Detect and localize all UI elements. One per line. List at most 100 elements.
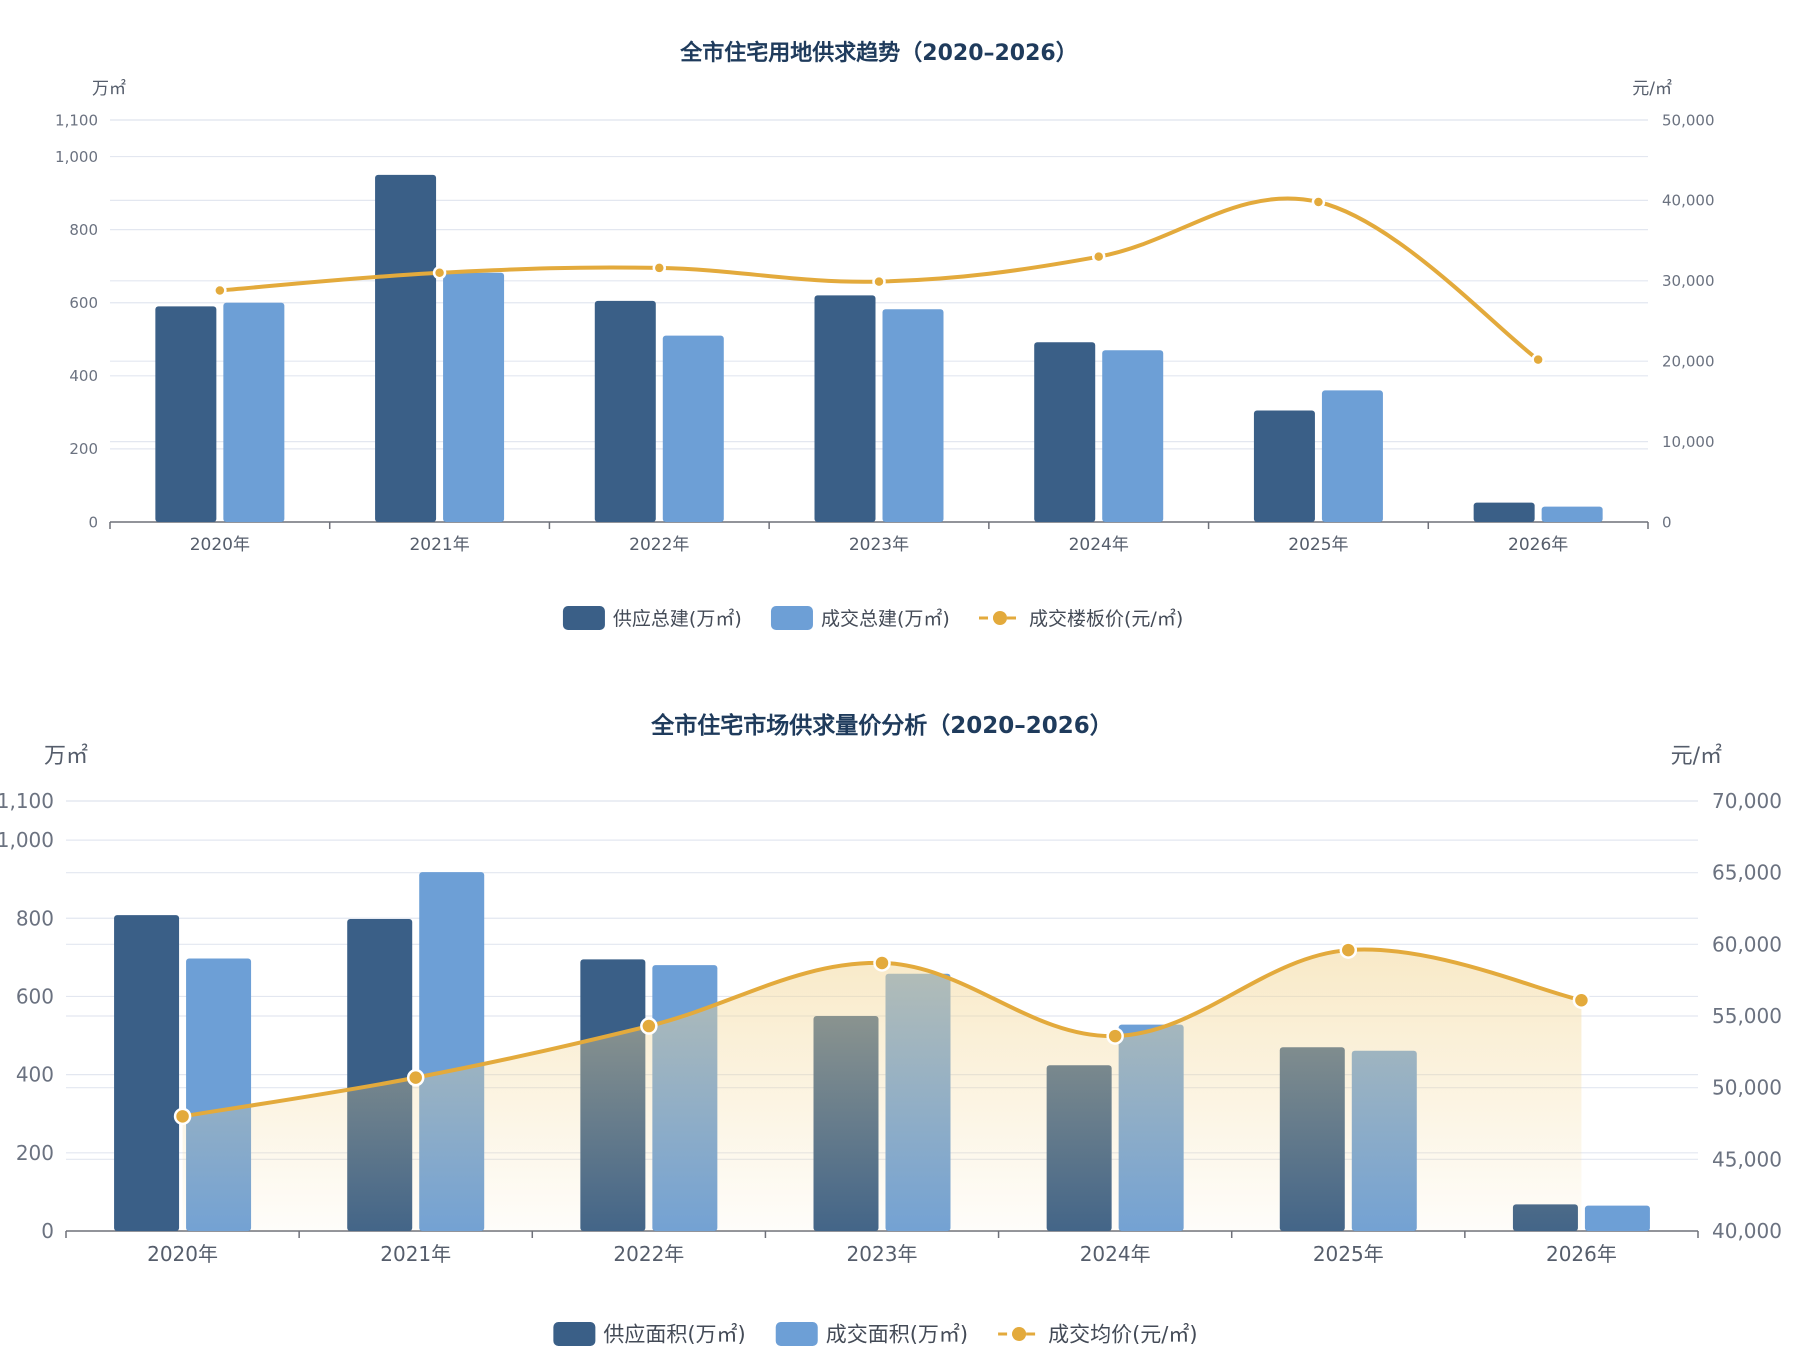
c2-x-tick-label: 2026年 xyxy=(1546,1242,1617,1266)
c1-legend-label-0: 供应总建(万㎡) xyxy=(613,607,742,630)
c2-legend-item-1[interactable]: 成交面积(万㎡) xyxy=(775,1322,968,1347)
c2-y-right-tick: 50,000 xyxy=(1712,1076,1782,1100)
c2-legend-item-0[interactable]: 供应面积(万㎡) xyxy=(553,1322,746,1347)
c2-legend-swatch-0 xyxy=(553,1322,596,1346)
c2-bar-deal-6 xyxy=(1584,1205,1650,1231)
c1-legend-swatch-0 xyxy=(562,606,605,630)
c1-y-right-tick: 0 xyxy=(1662,513,1672,531)
c1-y-left-tick: 0 xyxy=(88,513,98,531)
c1-legend-item-2[interactable]: 成交楼板价(元/㎡) xyxy=(979,607,1183,630)
c1-y-right-tick: 10,000 xyxy=(1662,433,1715,451)
c2-price-point-1 xyxy=(406,1068,425,1087)
c1-y-right-tick: 30,000 xyxy=(1662,272,1715,290)
c1-bar-supply-3 xyxy=(814,295,876,522)
c1-legend-label-2: 成交楼板价(元/㎡) xyxy=(1029,607,1183,630)
c1-x-tick-label: 2020年 xyxy=(190,535,250,555)
c1-price-point-2 xyxy=(652,261,667,275)
c1-legend-item-1[interactable]: 成交总建(万㎡) xyxy=(770,606,950,630)
c2-x-tick-label: 2023年 xyxy=(847,1242,918,1266)
c1-bar-supply-2 xyxy=(594,300,656,522)
c1-bar-deal-0 xyxy=(223,302,285,522)
c1-price-point-1 xyxy=(432,266,447,280)
c1-y-left-tick: 400 xyxy=(69,367,98,385)
c1-x-tick-label: 2026年 xyxy=(1508,535,1568,555)
c2-legend-label-0: 供应面积(万㎡) xyxy=(603,1323,745,1347)
c2-y-right-tick: 60,000 xyxy=(1712,932,1782,956)
c1-x-tick-label: 2021年 xyxy=(409,535,469,555)
c1-bar-deal-6 xyxy=(1541,506,1603,522)
c1-bar-supply-0 xyxy=(155,306,217,522)
c2-price-point-3 xyxy=(873,954,891,972)
c2-y-right-tick: 55,000 xyxy=(1712,1004,1782,1028)
c2-price-point-6 xyxy=(1572,991,1591,1009)
c1-title: 全市住宅用地供求趋势（2020–2026） xyxy=(679,40,1077,66)
chart-2-svg: 全市住宅市场供求量价分析（2020–2026） 万㎡ 元/㎡ 0 200 400 600 80… xyxy=(0,712,1782,1347)
c1-legend-swatch-1 xyxy=(770,606,813,630)
c2-y-left-tick: 1,100 xyxy=(0,789,54,813)
c1-price-point-0 xyxy=(213,283,227,298)
c2-legend-item-2[interactable]: 成交均价(元/㎡) xyxy=(998,1323,1198,1347)
c1-price-point-3 xyxy=(872,274,886,289)
c2-price-point-0 xyxy=(173,1107,192,1126)
c2-y-left-tick: 0 xyxy=(41,1219,54,1243)
c2-price-point-5 xyxy=(1339,941,1358,959)
c1-x-tick-label: 2023年 xyxy=(849,535,909,555)
c1-price-point-6 xyxy=(1531,352,1545,367)
c1-y-right-tick: 40,000 xyxy=(1662,192,1715,210)
c1-legend-label-1: 成交总建(万㎡) xyxy=(821,607,950,630)
c2-y-right-tick: 70,000 xyxy=(1712,789,1782,813)
c2-y-right-tick: 40,000 xyxy=(1712,1219,1782,1243)
c2-price-point-4 xyxy=(1106,1027,1124,1045)
c2-x-tick-label: 2021年 xyxy=(380,1242,451,1266)
c2-y-left-unit: 万㎡ xyxy=(44,743,88,769)
c2-y-left-tick: 200 xyxy=(16,1141,54,1165)
c2-x-tick-label: 2020年 xyxy=(147,1242,218,1266)
c1-bar-supply-5 xyxy=(1253,410,1315,522)
c2-y-right-tick: 65,000 xyxy=(1712,861,1782,885)
c2-y-right-tick: 45,000 xyxy=(1712,1147,1782,1171)
c2-price-point-2 xyxy=(640,1017,658,1035)
c1-legend-dot-swatch xyxy=(993,611,1008,625)
c1-x-tick-label: 2024年 xyxy=(1069,535,1129,555)
c1-bar-deal-5 xyxy=(1321,390,1383,522)
c1-bar-supply-4 xyxy=(1034,342,1096,522)
c1-y-left-tick: 1,100 xyxy=(55,111,98,129)
c1-bar-deal-1 xyxy=(443,272,505,522)
c1-legend-item-0[interactable]: 供应总建(万㎡) xyxy=(562,606,742,630)
c1-y-left-tick: 600 xyxy=(69,294,98,312)
chart-land-supply-demand: 全市住宅用地供求趋势（2020–2026） 万㎡ 元/㎡ 0 200 400 600 800 1… xyxy=(0,0,1812,680)
c1-price-point-4 xyxy=(1091,249,1106,264)
c2-legend-label-1: 成交面积(万㎡) xyxy=(826,1323,968,1347)
c2-legend-label-2: 成交均价(元/㎡) xyxy=(1048,1323,1197,1347)
c1-y-left-tick: 200 xyxy=(69,440,98,458)
c2-y-left-tick: 400 xyxy=(16,1063,54,1087)
c1-x-tick-label: 2025年 xyxy=(1288,535,1348,555)
c1-bar-supply-1 xyxy=(375,174,437,522)
c2-price-area xyxy=(182,949,1582,1231)
c2-x-tick-label: 2025年 xyxy=(1313,1242,1384,1266)
c1-y-left-unit: 万㎡ xyxy=(92,79,126,99)
c2-x-tick-label: 2024年 xyxy=(1080,1242,1151,1266)
chart-1-svg: 全市住宅用地供求趋势（2020–2026） 万㎡ 元/㎡ 0 200 400 600 800 1… xyxy=(55,40,1715,630)
c2-legend-dot-swatch xyxy=(1012,1327,1027,1341)
c2-y-right-unit: 元/㎡ xyxy=(1671,743,1722,769)
c1-price-point-5 xyxy=(1311,195,1326,209)
c1-y-right-tick: 50,000 xyxy=(1662,111,1715,129)
c2-x-tick-label: 2022年 xyxy=(613,1242,684,1266)
c1-y-left-tick: 800 xyxy=(69,221,98,239)
c1-y-left-tick: 1,000 xyxy=(55,148,98,166)
c1-y-right-unit: 元/㎡ xyxy=(1632,79,1672,99)
c2-y-left-tick: 800 xyxy=(16,906,54,930)
c1-x-tick-label: 2022年 xyxy=(629,535,689,555)
c1-y-right-tick: 20,000 xyxy=(1662,352,1715,370)
c1-bar-supply-6 xyxy=(1473,502,1535,522)
c2-legend-swatch-1 xyxy=(775,1322,818,1346)
c1-bar-deal-2 xyxy=(662,335,724,522)
chart-housing-market: 全市住宅市场供求量价分析（2020–2026） 万㎡ 元/㎡ 0 200 400 600 80… xyxy=(0,690,1812,1372)
c1-bar-deal-4 xyxy=(1102,350,1164,522)
c2-y-left-tick: 600 xyxy=(16,984,54,1008)
c2-title: 全市住宅市场供求量价分析（2020–2026） xyxy=(650,712,1113,739)
c2-bar-supply-0 xyxy=(114,915,180,1231)
c1-bar-deal-3 xyxy=(882,309,944,522)
c2-y-left-tick: 1,000 xyxy=(0,828,54,852)
